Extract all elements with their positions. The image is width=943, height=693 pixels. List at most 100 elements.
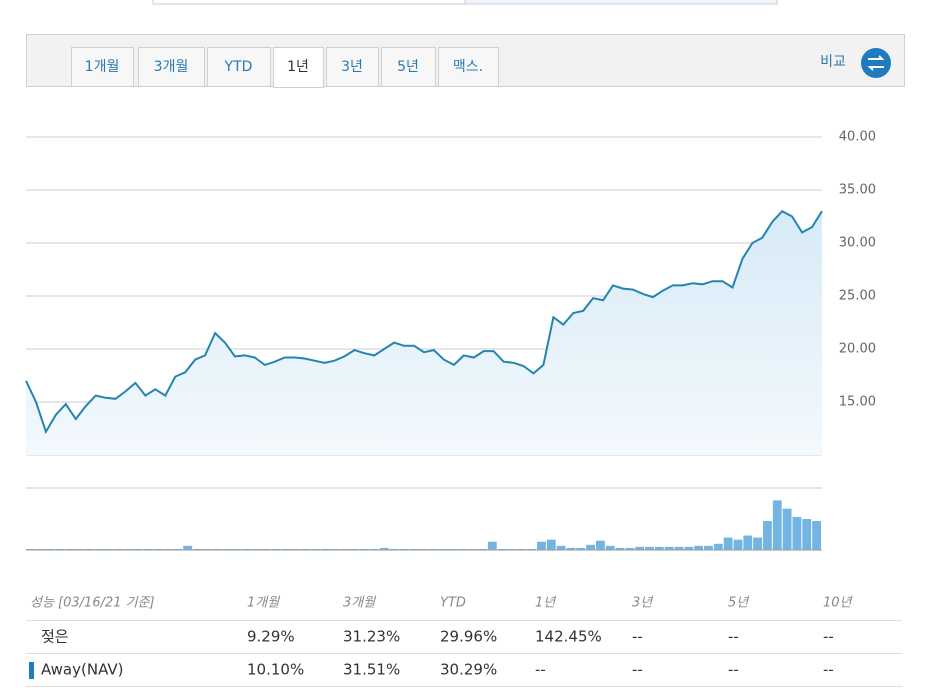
table-header: 10년: [823, 596, 854, 611]
volume-bar: [94, 548, 104, 550]
compare-label[interactable]: 비교: [820, 54, 846, 70]
volume-bar: [654, 546, 664, 550]
table-cell: --: [632, 661, 643, 679]
volume-bar: [782, 508, 792, 550]
volume-bar: [419, 548, 428, 550]
table-cell: 31.23%: [343, 628, 400, 646]
volume-bar: [723, 537, 733, 550]
tab[interactable]: [438, 47, 499, 87]
y-tick-label: 20.00: [839, 342, 876, 357]
volume-bar: [252, 548, 261, 550]
volume-bar: [320, 548, 330, 550]
table-header: 1개월: [247, 596, 280, 611]
table-header: 3개월: [343, 596, 376, 611]
tab-label[interactable]: YTD: [224, 59, 253, 75]
table-cell: --: [823, 628, 834, 646]
volume-bar: [556, 545, 566, 550]
volume-bar: [360, 548, 369, 550]
volume-bar: [26, 548, 35, 550]
y-tick-label: 40.00: [839, 130, 876, 145]
input-box: [464, 0, 778, 5]
volume-bar: [369, 548, 379, 550]
table-cell: 9.29%: [247, 628, 295, 646]
volume-bar: [792, 516, 802, 550]
table-cell: --: [535, 661, 546, 679]
volume-bar: [713, 543, 723, 550]
table-cell: 142.45%: [535, 628, 602, 646]
volume-bar: [625, 547, 635, 550]
tab-label[interactable]: 맥스.: [453, 59, 483, 75]
volume-bar: [45, 548, 55, 550]
volume-bar: [153, 548, 163, 550]
volume-bar: [84, 548, 94, 550]
volume-bar: [124, 548, 134, 550]
table-cell: 젖은: [41, 628, 69, 646]
volume-bar: [595, 540, 605, 550]
volume-bar: [507, 548, 517, 550]
table-header: 성능 [03/16/21 기준]: [30, 596, 155, 611]
volume-bar: [222, 548, 232, 550]
tab[interactable]: [326, 47, 379, 87]
volume-bar: [664, 546, 674, 550]
volume-bar: [448, 548, 458, 550]
volume-bar: [537, 541, 546, 550]
volume-bar: [635, 546, 645, 550]
tab-label[interactable]: 3년: [341, 59, 363, 75]
table-cell: 30.29%: [440, 661, 497, 679]
area: [26, 211, 822, 455]
volume-bar: [684, 546, 694, 550]
tab-label[interactable]: 3개월: [154, 59, 189, 75]
volume-bar: [173, 548, 183, 550]
volume-bar: [586, 544, 595, 550]
volume-bar: [281, 548, 291, 550]
volume-bar: [438, 548, 448, 550]
volume-bar: [566, 547, 576, 550]
volume-bar: [35, 548, 45, 550]
volume-bar: [428, 548, 438, 550]
table-header: 3년: [632, 596, 654, 611]
table-cell: --: [632, 628, 643, 646]
volume-bar: [458, 548, 468, 550]
tab-label[interactable]: 1개월: [85, 59, 120, 75]
volume-bar: [527, 548, 537, 550]
tab[interactable]: [381, 47, 436, 87]
volume-bar: [645, 546, 654, 550]
input-box: [152, 0, 466, 5]
volume-bar: [753, 537, 763, 550]
volume-bar: [261, 548, 271, 550]
volume-bar: [202, 548, 212, 550]
volume-bar: [330, 548, 340, 550]
volume-bar: [232, 548, 242, 550]
tab[interactable]: [71, 47, 134, 87]
y-tick-label: 25.00: [839, 289, 876, 304]
tab-label[interactable]: 1년: [287, 59, 309, 75]
volume-bar: [271, 548, 281, 550]
volume-bar: [772, 500, 782, 550]
volume-bar: [193, 548, 202, 550]
volume-bar: [576, 547, 586, 550]
compare-button[interactable]: [861, 48, 891, 78]
tab[interactable]: [207, 47, 271, 87]
volume-bar: [763, 521, 772, 550]
volume-bar: [134, 548, 143, 550]
volume-bar: [409, 548, 419, 550]
tab-label[interactable]: 5년: [397, 59, 419, 75]
table-header: 1년: [535, 596, 557, 611]
volume-bar: [55, 548, 65, 550]
volume-bar: [605, 545, 615, 550]
y-tick-label: 30.00: [839, 236, 876, 251]
legend-marker: [29, 662, 34, 679]
volume-bar: [517, 548, 527, 550]
volume-bar: [812, 521, 821, 550]
volume-bar: [301, 548, 310, 550]
table-cell: 29.96%: [440, 628, 497, 646]
tab[interactable]: [273, 47, 324, 88]
compare-icon: [867, 55, 885, 71]
volume-bar: [379, 547, 389, 550]
table-cell: --: [728, 661, 739, 679]
volume-bar: [114, 548, 124, 550]
table-cell: --: [728, 628, 739, 646]
table-cell: --: [823, 661, 834, 679]
volume-bar: [242, 548, 252, 550]
tab[interactable]: [138, 47, 205, 87]
